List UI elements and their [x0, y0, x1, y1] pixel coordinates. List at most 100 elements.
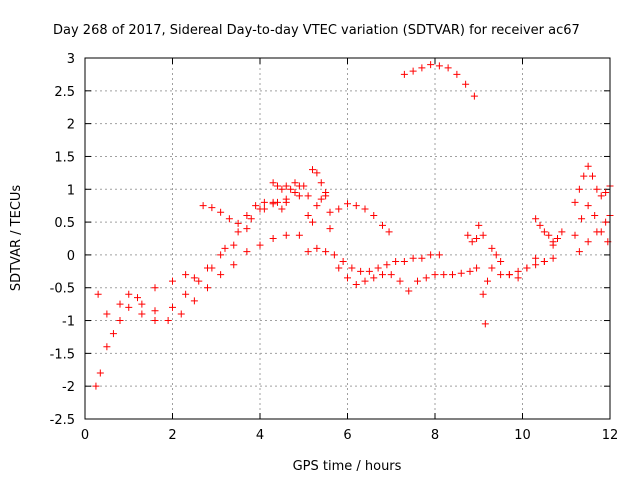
data-point	[138, 310, 146, 318]
x-tick-label: 8	[431, 428, 439, 443]
data-point	[282, 198, 290, 206]
data-point	[125, 303, 133, 311]
data-point	[182, 271, 190, 279]
data-point	[479, 290, 487, 298]
data-point	[256, 241, 264, 249]
data-point	[134, 294, 141, 302]
data-point	[217, 271, 225, 279]
series-arc-i	[335, 264, 481, 295]
y-tick-label: -0.5	[50, 282, 75, 297]
data-point	[484, 277, 491, 285]
data-point	[92, 382, 100, 390]
data-point	[309, 218, 316, 226]
data-point	[409, 67, 417, 75]
x-tick-labels: 0 2 4 6 8 10 12	[81, 428, 618, 443]
data-point	[94, 290, 102, 298]
data-point	[234, 219, 242, 227]
data-point	[514, 267, 522, 275]
data-point	[103, 310, 111, 318]
data-point	[554, 235, 561, 242]
data-point	[204, 264, 211, 272]
data-point	[514, 274, 522, 282]
data-point	[217, 251, 225, 259]
data-point	[558, 228, 566, 236]
data-point	[481, 320, 489, 328]
series-arc-n	[532, 215, 561, 246]
data-point	[387, 271, 395, 279]
data-point	[492, 251, 500, 259]
data-point	[597, 192, 605, 200]
data-point	[473, 264, 481, 272]
x-tick-label: 12	[602, 428, 619, 443]
data-point	[109, 330, 117, 338]
data-point	[497, 257, 505, 265]
data-point	[352, 280, 360, 288]
data-point	[177, 310, 185, 318]
data-point	[505, 271, 513, 279]
series-arc-g	[304, 189, 334, 233]
data-point	[278, 185, 286, 193]
y-tick-label: -2.5	[50, 413, 75, 428]
data-point	[418, 254, 426, 262]
data-point	[464, 231, 472, 239]
data-point	[313, 244, 321, 252]
data-point	[473, 235, 481, 242]
data-point	[169, 303, 176, 311]
data-point	[309, 166, 316, 174]
data-point	[449, 271, 456, 279]
data-point	[344, 274, 351, 282]
data-point	[383, 261, 391, 269]
grid-lines	[85, 58, 610, 419]
data-point	[409, 254, 417, 262]
data-point	[396, 277, 404, 285]
data-point	[243, 225, 251, 233]
data-point	[435, 62, 443, 70]
data-point	[304, 248, 312, 256]
data-point	[260, 198, 268, 206]
data-point	[400, 257, 408, 265]
data-point	[571, 198, 579, 206]
series-arc-j	[400, 61, 478, 100]
x-tick-label: 2	[168, 428, 176, 443]
data-point	[269, 179, 277, 187]
data-point	[435, 251, 443, 259]
data-point	[295, 182, 303, 190]
chart-title: Day 268 of 2017, Sidereal Day-to-day VTE…	[53, 23, 580, 38]
data-point	[365, 267, 373, 275]
data-point	[400, 70, 408, 78]
data-point	[190, 297, 198, 305]
data-point	[545, 231, 553, 239]
data-point	[330, 251, 338, 259]
data-point	[593, 185, 601, 193]
data-point	[335, 264, 343, 272]
data-point	[230, 241, 238, 249]
data-point	[385, 228, 393, 236]
data-point	[190, 274, 198, 282]
y-tick-label: -1.5	[50, 347, 75, 362]
data-point	[440, 271, 448, 279]
data-point	[282, 182, 290, 190]
data-point	[282, 231, 290, 239]
data-point	[304, 192, 312, 200]
data-point	[164, 317, 172, 325]
data-point	[470, 92, 478, 100]
data-point	[549, 254, 557, 262]
data-point	[457, 269, 465, 277]
data-point	[580, 172, 588, 180]
data-point	[589, 172, 596, 180]
series-arc-o	[571, 162, 614, 206]
data-point	[326, 225, 334, 233]
data-point	[462, 80, 470, 88]
x-tick-label: 0	[81, 428, 89, 443]
data-point	[243, 248, 251, 256]
data-point	[217, 208, 225, 216]
data-point	[361, 277, 369, 285]
y-tick-label: 1	[67, 183, 75, 198]
y-tick-label: 1.5	[54, 150, 75, 165]
data-point	[379, 221, 386, 229]
data-point	[374, 264, 382, 272]
data-point	[103, 343, 111, 351]
data-point	[256, 205, 264, 213]
data-point	[602, 218, 610, 226]
data-point	[602, 189, 610, 197]
